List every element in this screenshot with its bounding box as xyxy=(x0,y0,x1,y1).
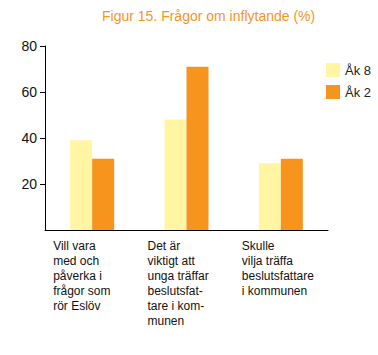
svg-text:40: 40 xyxy=(21,130,37,146)
svg-text:viktigt att: viktigt att xyxy=(148,254,196,268)
svg-text:munen: munen xyxy=(148,314,185,328)
svg-text:frågor som: frågor som xyxy=(53,284,110,298)
svg-text:vilja träffa: vilja träffa xyxy=(242,254,293,268)
svg-text:med och: med och xyxy=(53,254,99,268)
svg-text:i kommunen: i kommunen xyxy=(242,284,307,298)
svg-text:20: 20 xyxy=(21,176,37,192)
svg-text:rör Eslöv: rör Eslöv xyxy=(53,299,100,313)
svg-text:beslutsfattare: beslutsfattare xyxy=(242,269,314,283)
svg-text:unga träffar: unga träffar xyxy=(148,269,209,283)
svg-text:Åk 8: Åk 8 xyxy=(345,63,371,78)
svg-text:tare i kom-: tare i kom- xyxy=(148,299,205,313)
svg-text:beslutsfat-: beslutsfat- xyxy=(148,284,203,298)
svg-text:Det är: Det är xyxy=(148,239,181,253)
svg-text:60: 60 xyxy=(21,84,37,100)
svg-text:påverka i: påverka i xyxy=(53,269,102,283)
svg-text:Åk 2: Åk 2 xyxy=(345,85,371,100)
svg-text:80: 80 xyxy=(21,38,37,54)
svg-text:Skulle: Skulle xyxy=(242,239,275,253)
svg-text:Vill vara: Vill vara xyxy=(53,239,96,253)
svg-text:Figur 15. Frågor om inflytande: Figur 15. Frågor om inflytande (%) xyxy=(102,8,315,24)
